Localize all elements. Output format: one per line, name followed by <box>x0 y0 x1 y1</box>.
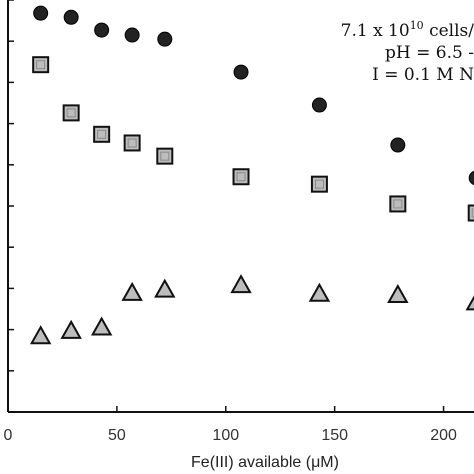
triangle-marker <box>29 325 52 345</box>
square-marker <box>467 204 474 222</box>
square-marker <box>232 168 250 186</box>
annotation-line: pH = 6.5 - <box>385 43 474 63</box>
triangle-marker <box>60 319 82 339</box>
x-tick-label: 0 <box>4 427 13 444</box>
triangle-marker <box>308 282 331 302</box>
square-marker-inner <box>314 179 324 189</box>
triangle-marker <box>90 316 113 336</box>
square-marker <box>156 147 174 165</box>
square-marker-inner <box>393 199 403 209</box>
circle-marker <box>157 31 173 47</box>
square-marker <box>389 195 407 213</box>
square-marker-inner <box>160 151 170 161</box>
square-marker-inner <box>66 108 76 118</box>
x-tick-label: 100 <box>212 427 239 444</box>
square-marker <box>310 175 328 193</box>
annotation: 7.1 x 1010 cells/pH = 6.5 -I = 0.1 M N <box>341 19 474 85</box>
annotation-line: 7.1 x 1010 cells/ <box>341 19 474 41</box>
axes: 050100150200250 <box>4 0 474 444</box>
x-tick-label: 200 <box>430 427 457 444</box>
triangle-marker <box>465 295 474 311</box>
triangle-marker <box>154 278 176 298</box>
square-marker <box>123 134 141 152</box>
x-tick-label: 150 <box>321 427 348 444</box>
triangle-marker <box>230 274 252 294</box>
square-marker-inner <box>97 129 107 139</box>
circle-marker <box>390 137 406 153</box>
circle-marker <box>33 5 49 21</box>
data-marks <box>29 5 474 345</box>
square-marker-inner <box>127 138 137 148</box>
circle-marker <box>94 22 110 38</box>
x-axis-title: Fe(III) available (μM) <box>191 454 339 471</box>
circle-marker <box>124 27 140 43</box>
circle-marker <box>311 97 327 113</box>
triangle-marker <box>387 283 409 303</box>
x-tick-label: 50 <box>108 427 126 444</box>
square-marker <box>93 125 111 143</box>
triangle-marker <box>121 281 143 301</box>
square-marker <box>62 104 80 122</box>
circle-marker <box>63 9 79 25</box>
square-marker-inner <box>36 60 46 70</box>
annotation-line: I = 0.1 M N <box>372 65 474 85</box>
square-marker-inner <box>236 172 246 182</box>
square-marker-inner <box>471 208 474 218</box>
circle-marker <box>233 64 249 80</box>
square-marker <box>32 56 50 74</box>
circle-marker <box>468 170 474 186</box>
